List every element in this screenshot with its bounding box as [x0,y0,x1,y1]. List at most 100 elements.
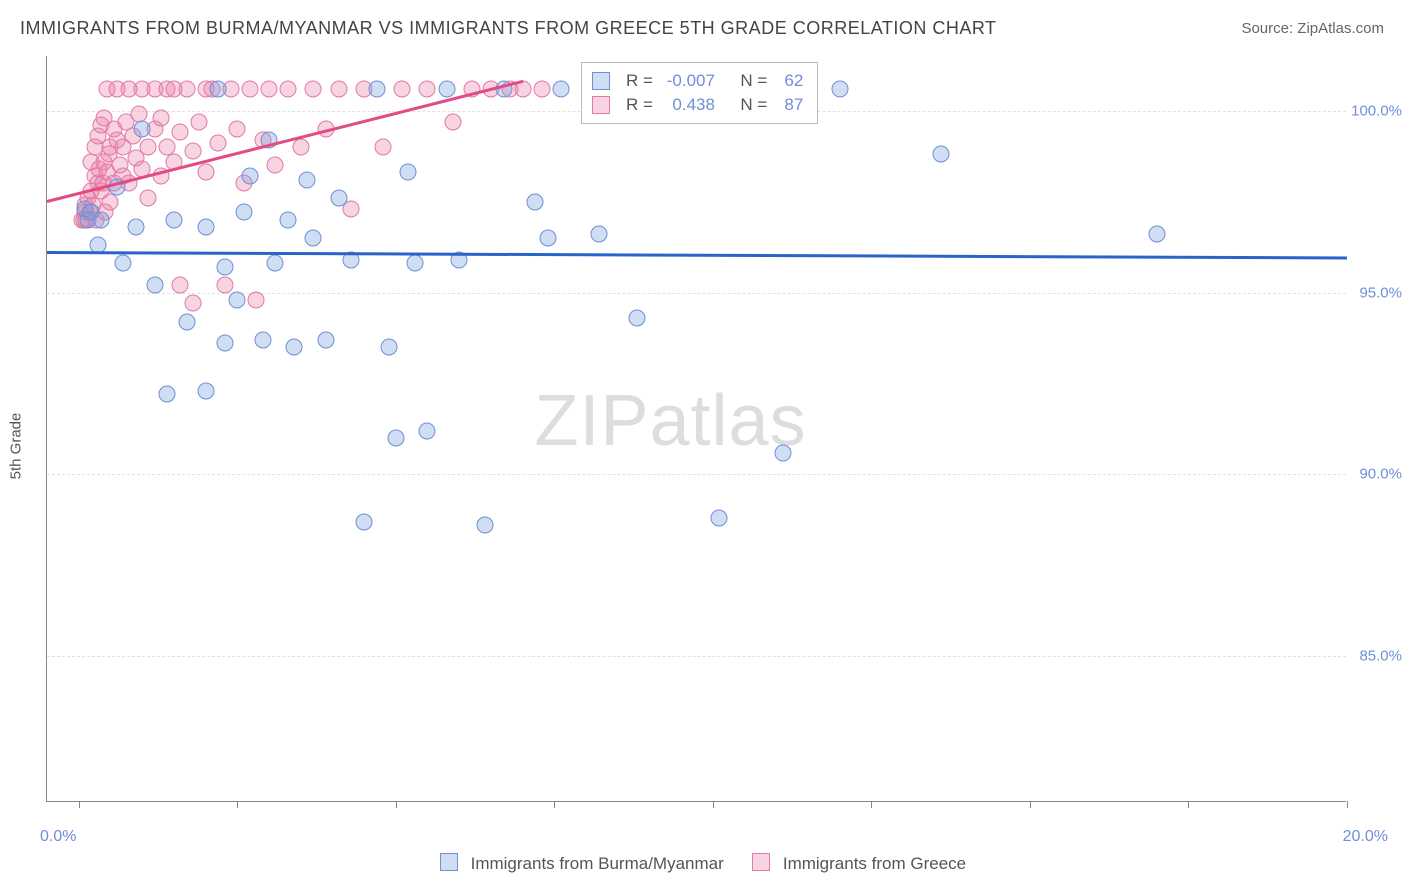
data-point [368,80,385,97]
data-point [184,142,201,159]
data-point [476,517,493,534]
data-point [134,120,151,137]
data-point [419,80,436,97]
data-point [831,80,848,97]
data-point [254,331,271,348]
data-point [140,189,157,206]
y-tick-label: 95.0% [1350,284,1402,301]
data-point [292,138,309,155]
legend-r-label: R = [626,93,653,117]
x-tick [713,801,714,808]
watermark: ZIPatlas [534,380,806,462]
data-point [127,219,144,236]
legend-r-value: -0.007 [661,69,715,93]
trend-line [47,251,1347,259]
data-point [1148,226,1165,243]
data-point [933,146,950,163]
data-point [102,193,119,210]
data-point [248,291,265,308]
legend-swatch-blue [440,853,458,871]
legend-n-label: N = [740,69,767,93]
data-point [140,138,157,155]
data-point [590,226,607,243]
data-point [197,382,214,399]
x-tick [79,801,80,808]
data-point [539,229,556,246]
y-axis-label: 5th Grade [8,413,25,480]
data-point [394,80,411,97]
data-point [197,164,214,181]
data-point [210,135,227,152]
data-point [210,80,227,97]
data-point [178,313,195,330]
data-point [533,80,550,97]
data-point [178,80,195,97]
data-point [381,339,398,356]
data-point [305,229,322,246]
x-tick [1347,801,1348,808]
data-point [235,204,252,221]
data-point [438,80,455,97]
watermark-zip: ZIP [534,381,649,461]
data-point [241,168,258,185]
data-point [267,255,284,272]
data-point [330,80,347,97]
x-axis-max-label: 20.0% [1343,828,1388,846]
data-point [279,211,296,228]
data-point [159,386,176,403]
data-point [172,277,189,294]
data-point [774,444,791,461]
data-point [628,310,645,327]
x-tick [1030,801,1031,808]
y-tick-label: 100.0% [1350,102,1402,119]
gridline [47,474,1346,475]
y-tick-label: 85.0% [1350,648,1402,665]
data-point [387,430,404,447]
data-point [299,171,316,188]
data-point [172,124,189,141]
data-point [229,291,246,308]
x-tick [396,801,397,808]
data-point [229,120,246,137]
legend-label-blue: Immigrants from Burma/Myanmar [471,854,724,873]
data-point [444,113,461,130]
data-point [165,211,182,228]
data-point [260,80,277,97]
legend-swatch [592,96,610,114]
x-tick [237,801,238,808]
chart-title: IMMIGRANTS FROM BURMA/MYANMAR VS IMMIGRA… [20,18,997,39]
data-point [356,513,373,530]
data-point [216,277,233,294]
x-tick [1188,801,1189,808]
data-point [92,211,109,228]
legend-swatch-pink [752,853,770,871]
data-point [527,193,544,210]
y-tick-label: 90.0% [1350,466,1402,483]
legend-n-value: 87 [775,93,803,117]
legend-r-value: 0.438 [661,93,715,117]
plot-area: ZIPatlas 100.0%95.0%90.0%85.0%R =-0.007 … [46,56,1346,802]
data-point [318,331,335,348]
legend-n-value: 62 [775,69,803,93]
x-tick [554,801,555,808]
legend-bottom: Immigrants from Burma/Myanmar Immigrants… [0,853,1406,874]
x-axis-min-label: 0.0% [40,828,76,846]
data-point [552,80,569,97]
data-point [216,259,233,276]
legend-swatch [592,72,610,90]
data-point [305,80,322,97]
data-point [279,80,296,97]
legend-n-label: N = [740,93,767,117]
data-point [191,113,208,130]
data-point [241,80,258,97]
legend-label-pink: Immigrants from Greece [783,854,966,873]
data-point [184,295,201,312]
data-point [146,277,163,294]
data-point [286,339,303,356]
data-point [419,422,436,439]
data-point [711,510,728,527]
data-point [375,138,392,155]
data-point [330,189,347,206]
data-point [267,157,284,174]
data-point [115,255,132,272]
